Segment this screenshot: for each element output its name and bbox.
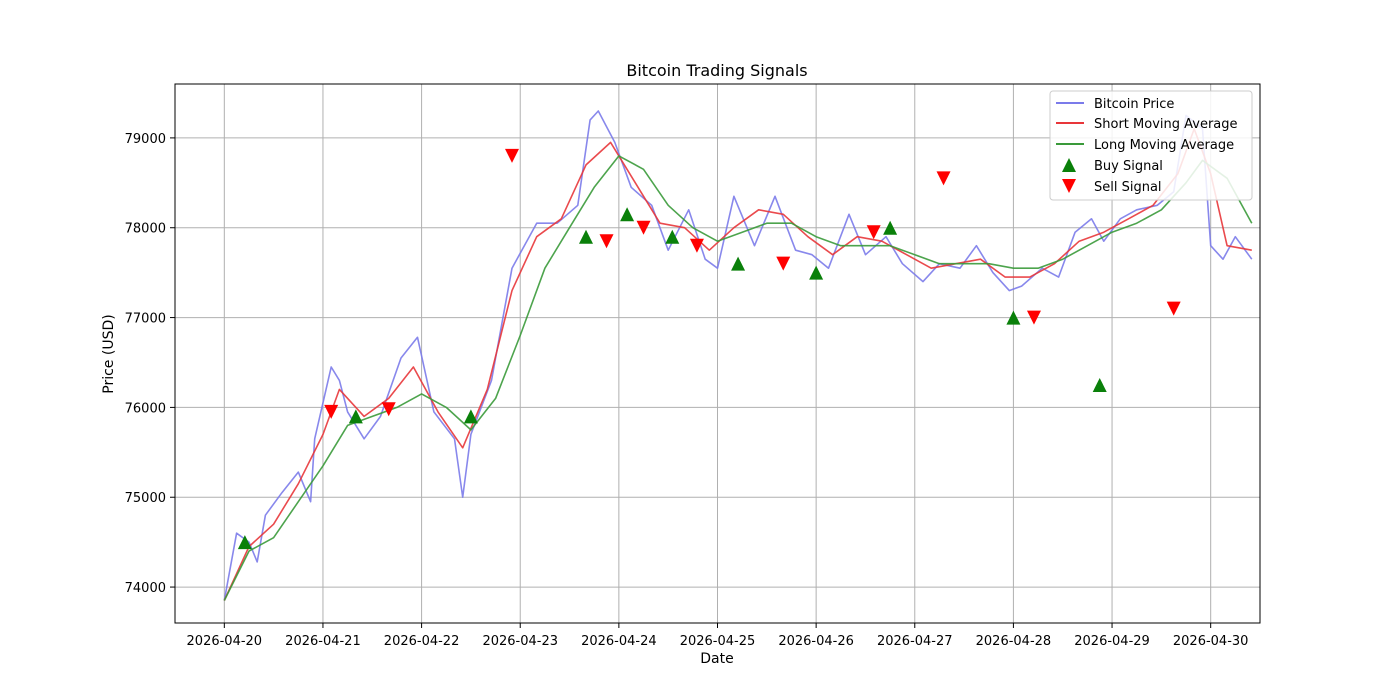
- y-tick-label: 76000: [125, 401, 166, 416]
- sell-signal-marker: [866, 225, 881, 240]
- y-tick-label: 77000: [125, 312, 166, 327]
- series-lines: [223, 110, 1253, 601]
- buy-signal-marker: [348, 409, 363, 424]
- x-tick-label: 2026-04-29: [1074, 634, 1150, 649]
- legend-buy-marker: [1062, 158, 1076, 172]
- x-tick-label: 2026-04-22: [384, 634, 460, 649]
- buy-signal-marker: [665, 229, 680, 244]
- buy-signal-marker: [463, 409, 478, 424]
- x-tick-label: 2026-04-25: [680, 634, 756, 649]
- sell-signal-marker: [381, 402, 396, 417]
- series-line-short-moving-average: [223, 128, 1252, 601]
- sell-signal-marker: [505, 148, 520, 163]
- legend-price-label: Bitcoin Price: [1094, 97, 1174, 112]
- y-axis-label: Price (USD): [101, 314, 117, 393]
- buy-signal-marker: [1092, 377, 1107, 392]
- y-tick-label: 78000: [125, 222, 166, 237]
- series-line-long-moving-average: [223, 155, 1253, 601]
- axis-ticks: 2026-04-20 2026-04-21 2026-04-22 2026-04-23…: [125, 132, 1249, 649]
- x-axis-label: Date: [700, 651, 733, 667]
- buy-signal-marker: [237, 535, 252, 550]
- sell-signal-marker: [689, 238, 704, 253]
- sell-signal-marker: [1026, 310, 1041, 325]
- sell-signal-marker: [636, 220, 651, 235]
- signal-markers: [237, 148, 1181, 550]
- legend-short-ma-label: Short Moving Average: [1094, 117, 1238, 132]
- sell-signal-marker: [599, 234, 614, 249]
- buy-signal-marker: [1006, 310, 1021, 325]
- series-line-bitcoin-price: [223, 110, 1253, 601]
- buy-signal-marker: [883, 220, 898, 235]
- sell-signal-marker: [1166, 301, 1181, 316]
- x-tick-label: 2026-04-28: [976, 634, 1052, 649]
- y-tick-label: 79000: [125, 132, 166, 147]
- y-tick-label: 75000: [125, 491, 166, 506]
- legend-sell-marker: [1062, 179, 1076, 193]
- buy-signal-marker: [809, 265, 824, 280]
- buy-signal-marker: [578, 229, 593, 244]
- x-tick-label: 2026-04-27: [877, 634, 953, 649]
- sell-signal-marker: [936, 171, 951, 186]
- legend-buy-label: Buy Signal: [1094, 159, 1163, 174]
- sell-signal-marker: [324, 404, 339, 419]
- legend-box: [1049, 90, 1253, 201]
- x-tick-label: 2026-04-21: [285, 634, 361, 649]
- buy-signal-marker: [731, 256, 746, 271]
- x-tick-label: 2026-04-26: [778, 634, 854, 649]
- x-tick-label: 2026-04-30: [1173, 634, 1249, 649]
- sell-signal-marker: [776, 256, 791, 271]
- buy-signal-marker: [620, 207, 635, 222]
- x-tick-label: 2026-04-20: [187, 634, 263, 649]
- x-tick-label: 2026-04-24: [581, 634, 657, 649]
- legend: Bitcoin Price Short Moving Average Long …: [1049, 90, 1253, 201]
- chart-title: Bitcoin Trading Signals: [626, 61, 807, 80]
- y-tick-label: 74000: [125, 581, 166, 596]
- x-tick-label: 2026-04-23: [482, 634, 558, 649]
- legend-sell-label: Sell Signal: [1094, 180, 1162, 195]
- legend-long-ma-label: Long Moving Average: [1094, 138, 1234, 153]
